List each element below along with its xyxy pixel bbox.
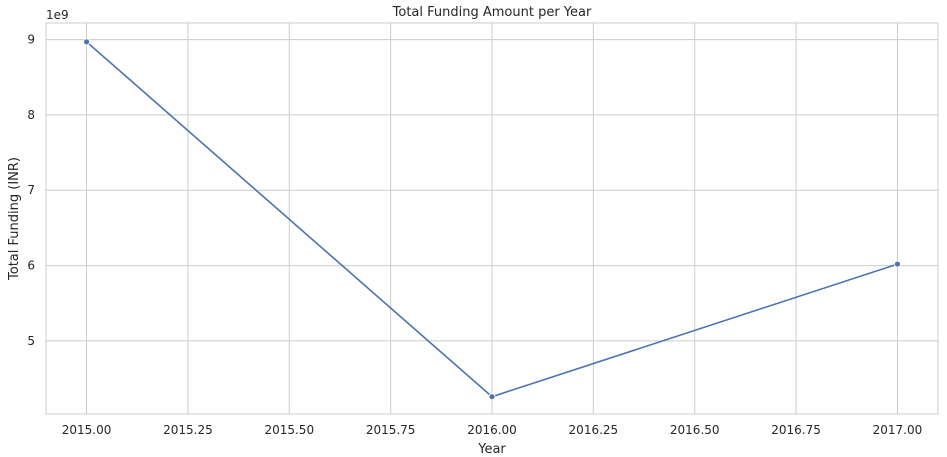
- y-tick-label: 8: [27, 108, 35, 122]
- x-tick-label: 2017.00: [873, 423, 923, 437]
- y-gridlines: [46, 39, 938, 342]
- x-tick-label: 2015.25: [163, 423, 213, 437]
- y-tick-label: 7: [27, 183, 35, 197]
- x-tick-label: 2015.00: [62, 423, 112, 437]
- x-tick-label: 2016.50: [670, 423, 720, 437]
- x-tick-label: 2015.50: [264, 423, 314, 437]
- data-point: [488, 393, 496, 401]
- x-tick-label: 2015.75: [366, 423, 416, 437]
- y-tick-labels: 5 6 7 8 9: [27, 33, 35, 348]
- plot-frame: [45, 22, 939, 415]
- y-axis-offset-label: 1e9: [46, 8, 69, 22]
- x-axis-label: Year: [477, 442, 506, 457]
- x-tick-label: 2016.00: [467, 423, 517, 437]
- y-tick-label: 9: [27, 33, 35, 47]
- x-tick-label: 2016.25: [569, 423, 619, 437]
- data-point: [894, 260, 901, 268]
- x-gridlines: [86, 23, 898, 414]
- data-point: [83, 38, 90, 46]
- y-tick-label: 6: [27, 259, 35, 273]
- x-tick-label: 2016.75: [771, 423, 821, 437]
- series-layer: [83, 38, 901, 401]
- chart-title: Total Funding Amount per Year: [392, 5, 592, 20]
- y-axis-label: Total Funding (INR): [7, 157, 22, 281]
- x-tick-labels: 2015.00 2015.25 2015.50 2015.75 2016.00 2016.…: [62, 423, 923, 437]
- y-tick-label: 5: [27, 334, 35, 348]
